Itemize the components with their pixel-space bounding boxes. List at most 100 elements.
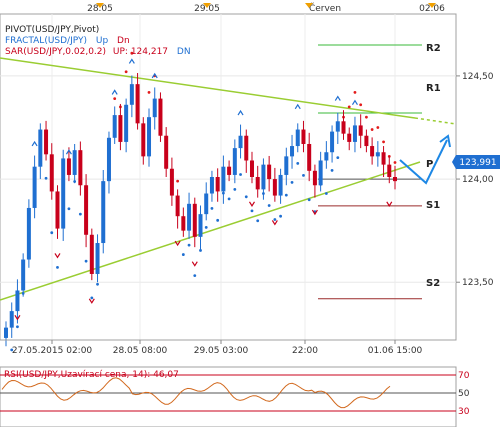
sar-dot [330,168,334,172]
candle-body[interactable] [187,203,192,231]
candle-body[interactable] [249,160,254,177]
sar-dot [359,103,363,107]
fractal-down-marker [311,209,318,216]
pivot-label-r2: R2 [426,43,441,54]
sar-dot [176,179,180,183]
candle-body[interactable] [272,179,277,196]
candle-body[interactable] [164,135,169,169]
candle-body[interactable] [4,327,8,338]
fractal-up-marker [111,89,118,95]
candle-body[interactable] [255,177,260,190]
fractal-up-marker [31,140,38,147]
candle-body[interactable] [106,137,111,182]
candle-body[interactable] [66,158,71,175]
candle-body[interactable] [78,150,83,186]
candle-body[interactable] [147,117,152,157]
candle-body[interactable] [227,166,232,175]
pivot-label-s1: S1 [426,200,440,211]
candle-body[interactable] [261,164,266,190]
sar-dot [393,161,397,164]
candle-body[interactable] [124,104,129,142]
sar-dot [130,51,134,55]
candle-body[interactable] [244,135,249,161]
candle-body[interactable] [84,185,89,235]
candle-body[interactable] [312,170,317,186]
x-tick-label: 01.06 15:00 [368,346,423,356]
candle-body[interactable] [55,191,60,229]
sar-dot [284,193,288,197]
candle-body[interactable] [324,152,329,161]
candle-body[interactable] [169,168,174,196]
candle-body[interactable] [32,166,37,208]
candle-body[interactable] [387,164,392,177]
candle-body[interactable] [335,121,340,132]
candle-body[interactable] [381,152,386,165]
candle-body[interactable] [358,125,363,136]
candle-body[interactable] [267,164,272,180]
candle-body[interactable] [112,115,117,138]
candle-body[interactable] [15,290,20,312]
candle-body[interactable] [393,177,397,182]
candle-body[interactable] [44,129,49,155]
candle-body[interactable] [238,135,243,149]
candle-body[interactable] [204,193,209,215]
candle-body[interactable] [290,146,295,157]
candle-body[interactable] [61,158,66,229]
rsi-panel[interactable] [0,366,457,428]
candle-body[interactable] [89,234,94,274]
candle-body[interactable] [330,131,335,153]
candle-body[interactable] [278,174,283,196]
sar-dot [147,91,151,94]
candle-body[interactable] [192,203,197,237]
sar-dot [90,296,94,300]
candle-body[interactable] [370,146,375,157]
candle-body[interactable] [364,135,369,147]
candle-body[interactable] [284,156,289,175]
sar-dot [244,195,248,199]
candle-body[interactable] [347,133,352,142]
candle-body[interactable] [141,123,146,157]
fractal-up-marker [351,99,358,106]
candle-body[interactable] [215,177,220,192]
legend-sar-label: SAR(USD/JPY,0.02,0.2) [5,47,107,57]
candle-body[interactable] [318,160,323,186]
x-tick-label: 28.05 08:00 [113,346,168,356]
candle-body[interactable] [232,148,237,175]
candle-body[interactable] [118,115,123,142]
candle-body[interactable] [221,166,226,192]
candle-body[interactable] [209,177,214,194]
legend-sar-dn: DN [176,47,191,57]
candle-body[interactable] [341,121,346,134]
candle-body[interactable] [158,98,163,136]
sar-dot [347,105,351,109]
sar-dot [273,218,277,221]
candle-body[interactable] [38,129,43,167]
candle-body[interactable] [95,243,100,274]
sar-dot [279,214,282,218]
sar-dot [353,91,357,94]
sar-dot [256,219,260,223]
candle-body[interactable] [129,84,134,105]
candle-body[interactable] [26,207,31,260]
candle-body[interactable] [135,84,140,124]
upper-trendline-extension [414,117,457,125]
candle-body[interactable] [181,216,186,231]
candle-body[interactable] [352,125,357,142]
candle-body[interactable] [21,259,26,291]
legend-sar-up: UP: 124,217 [112,47,169,57]
legend-fractal: FRACTAL(USD/JPY) Up Dn [5,36,130,47]
candle-body[interactable] [175,195,180,217]
candle-body[interactable] [198,214,203,237]
candle-body[interactable] [101,181,106,244]
candle-body[interactable] [301,129,306,144]
sar-dot [67,207,71,211]
candle-body[interactable] [72,150,77,175]
candle-body[interactable] [49,154,54,192]
candle-body[interactable] [152,98,157,118]
candle-body[interactable] [295,129,300,147]
candle-body[interactable] [9,311,14,328]
sar-dot [302,173,305,177]
candle-body[interactable] [375,152,380,157]
candle-body[interactable] [307,143,312,171]
